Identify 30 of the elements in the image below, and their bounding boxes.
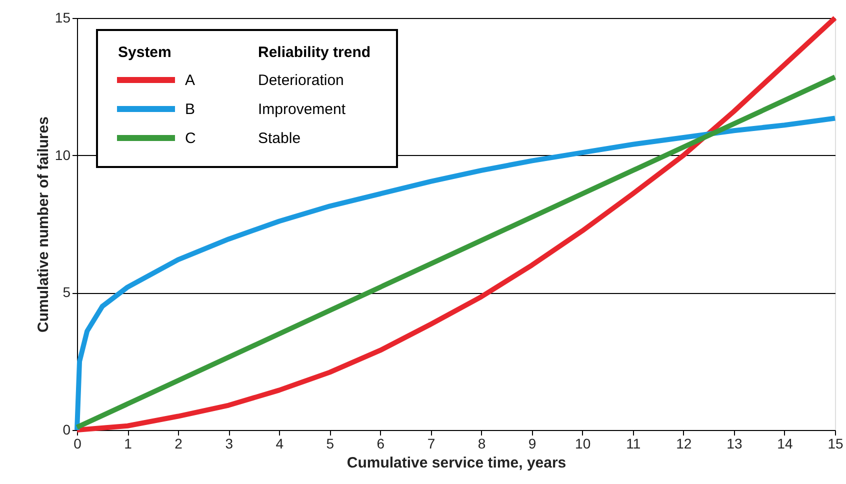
annotation: Deterioration	[258, 72, 344, 89]
x-tick-label: 14	[777, 436, 793, 452]
legend-label: A	[185, 72, 196, 89]
x-tick-label: 1	[124, 436, 132, 452]
x-tick-label: 9	[528, 436, 536, 452]
x-tick-label: 5	[326, 436, 334, 452]
annotation: Improvement	[258, 101, 346, 118]
legend-label: B	[185, 101, 196, 118]
x-tick-label: 15	[828, 436, 844, 452]
y-tick-label: 5	[62, 284, 71, 300]
x-tick-label: 2	[174, 436, 183, 452]
y-axis-title: Cumulative number of failures	[34, 116, 52, 332]
x-tick-label: 0	[74, 436, 82, 452]
x-tick-label: 7	[427, 436, 436, 452]
x-tick-label: 4	[276, 436, 284, 452]
x-tick-label: 10	[575, 436, 591, 452]
y-tick-label: 10	[54, 146, 71, 163]
y-tick-label: 0	[62, 422, 71, 438]
legend-label: C	[185, 130, 196, 147]
x-tick-label: 12	[676, 436, 692, 452]
x-axis-title: Cumulative service time, years	[346, 454, 566, 472]
x-tick-label: 11	[626, 436, 641, 452]
x-tick-label: 13	[726, 436, 742, 452]
y-tick-label: 15	[54, 10, 71, 26]
annotation: Stable	[258, 130, 301, 147]
annotation: Reliability trend	[258, 44, 371, 61]
legend-title: System	[118, 44, 172, 61]
x-tick-label: 6	[376, 436, 385, 452]
x-tick-label: 8	[478, 436, 486, 452]
x-tick-label: 3	[225, 436, 234, 452]
